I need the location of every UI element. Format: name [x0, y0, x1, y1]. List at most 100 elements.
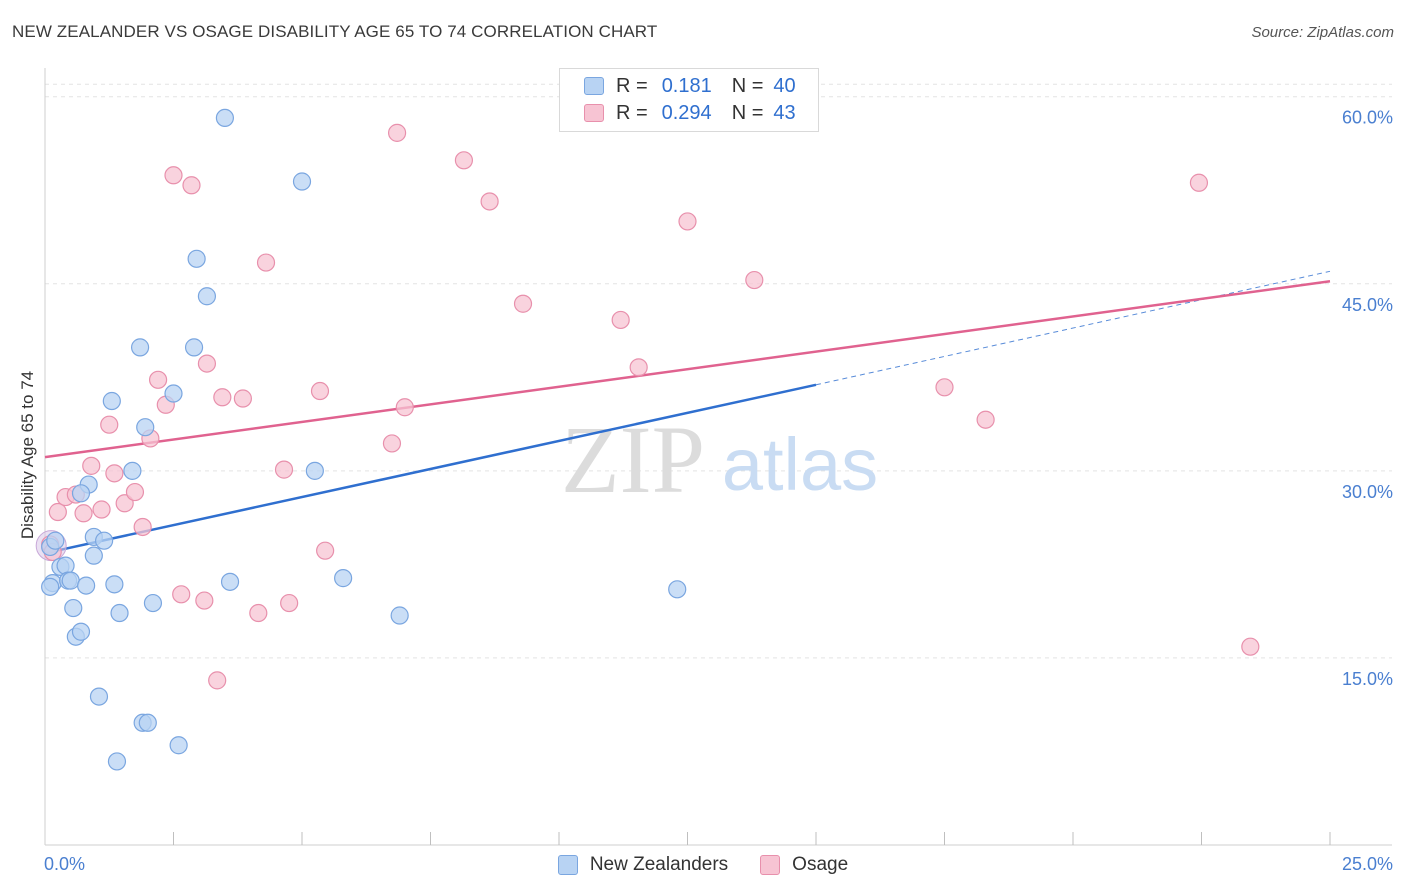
osage-point — [256, 253, 276, 272]
new-zealanders-point — [215, 108, 234, 128]
y-tick-label: 30.0% — [1342, 482, 1393, 502]
new-zealanders-point — [292, 172, 312, 191]
osage-point — [213, 388, 232, 407]
new-zealanders-point — [102, 391, 121, 411]
new-zealanders-point — [64, 598, 83, 618]
osage-point — [48, 502, 67, 522]
new-zealanders-point — [41, 577, 60, 596]
blue-swatch-icon — [557, 855, 578, 875]
n-value: 43 — [773, 101, 796, 124]
source-credit: Source: ZipAtlas.com — [1251, 24, 1394, 41]
pink-trend-line — [44, 280, 1331, 459]
new-zealanders-point — [138, 713, 157, 732]
new-zealanders-point — [668, 580, 687, 599]
legend-item-new-zealanders[interactable]: New Zealanders — [557, 854, 729, 876]
new-zealanders-point — [107, 752, 127, 771]
new-zealanders-point — [110, 603, 129, 623]
new-zealanders-point — [169, 736, 188, 755]
series-legend: New Zealanders Osage — [0, 851, 1406, 879]
watermark-zip: ZIP — [561, 406, 705, 513]
osage-point — [125, 482, 145, 502]
osage-point — [233, 389, 252, 408]
osage-point — [164, 166, 183, 185]
x-tick-label: 0.0% — [44, 854, 85, 874]
osage-point — [976, 410, 995, 429]
r-label: R = — [616, 74, 648, 97]
osage-point — [382, 434, 402, 453]
new-zealanders-point — [46, 531, 65, 550]
new-zealanders-point — [89, 687, 109, 706]
y-tick-label: 45.0% — [1342, 295, 1393, 315]
osage-point — [513, 294, 533, 313]
new-zealanders-point — [130, 338, 150, 357]
osage-point — [1241, 637, 1260, 656]
osage-point — [480, 192, 499, 211]
r-value: 0.294 — [661, 101, 712, 124]
osage-point — [395, 398, 414, 417]
osage-point — [182, 176, 201, 195]
new-zealanders-point — [197, 287, 217, 306]
n-label: N = — [731, 101, 764, 124]
osage-point — [935, 378, 954, 397]
legend-row-osage: R = 0.294 N = 43 — [584, 100, 796, 126]
osage-point — [92, 500, 111, 519]
blue-swatch-icon — [584, 77, 604, 95]
y-tick-labels: 15.0% 30.0% 45.0% 60.0% — [1342, 108, 1393, 689]
osage-point — [274, 460, 294, 479]
osage-point — [280, 593, 299, 613]
osage-point — [105, 464, 124, 483]
blue-trend-line — [44, 383, 817, 555]
new-zealanders-point — [136, 418, 155, 437]
osage-point — [249, 603, 268, 623]
osage-point — [316, 541, 335, 560]
osage-point — [208, 671, 227, 690]
osage-point — [172, 585, 191, 604]
osage-point — [133, 517, 152, 537]
osage-point — [611, 310, 630, 330]
new-zealanders-point — [123, 461, 142, 480]
x-tick-labels: 0.0% 25.0% — [44, 854, 1393, 874]
new-zealanders-point — [77, 576, 96, 595]
osage-point — [629, 358, 648, 377]
correlation-legend: R = 0.181 N = 40 R = 0.294 N = 43 — [559, 68, 819, 132]
new-zealanders-point — [187, 249, 206, 268]
grid-lines — [45, 83, 1392, 659]
osage-point — [745, 270, 764, 290]
watermark: ZIP atlas — [561, 406, 878, 513]
trend-lines — [44, 270, 1331, 555]
new-zealanders-point — [71, 484, 91, 503]
y-tick-label: 60.0% — [1342, 108, 1393, 128]
osage-point — [387, 123, 407, 142]
new-zealanders-point — [220, 572, 240, 591]
legend-label: New Zealanders — [589, 854, 729, 875]
x-tick-label: 25.0% — [1342, 854, 1393, 874]
osage-point — [1189, 173, 1209, 192]
axes — [44, 68, 1392, 846]
pink-swatch-icon — [584, 104, 604, 122]
blue-trend-extension — [815, 270, 1331, 386]
legend-label: Osage — [792, 854, 849, 875]
new-zealanders-point — [305, 461, 324, 480]
osage-point — [74, 504, 93, 523]
new-zealanders-point — [105, 575, 124, 594]
legend-item-osage[interactable]: Osage — [760, 854, 848, 876]
y-tick-label: 15.0% — [1342, 669, 1393, 689]
osage-point — [310, 381, 330, 401]
chart-title: NEW ZEALANDER VS OSAGE DISABILITY AGE 65… — [12, 22, 658, 41]
n-label: N = — [731, 74, 764, 97]
new-zealanders-point — [390, 606, 409, 625]
new-zealanders-point — [334, 569, 353, 588]
n-value: 40 — [773, 74, 796, 97]
osage-point — [82, 456, 101, 475]
watermark-atlas: atlas — [722, 423, 878, 506]
y-axis-label: Disability Age 65 to 74 — [18, 371, 37, 539]
r-value: 0.181 — [661, 74, 712, 97]
data-points — [35, 108, 1260, 771]
new-zealanders-point — [164, 384, 183, 403]
new-zealanders-point — [143, 593, 163, 613]
new-zealanders-point — [184, 338, 204, 357]
r-label: R = — [616, 101, 648, 124]
new-zealanders-point — [71, 622, 91, 641]
osage-point — [195, 591, 214, 610]
